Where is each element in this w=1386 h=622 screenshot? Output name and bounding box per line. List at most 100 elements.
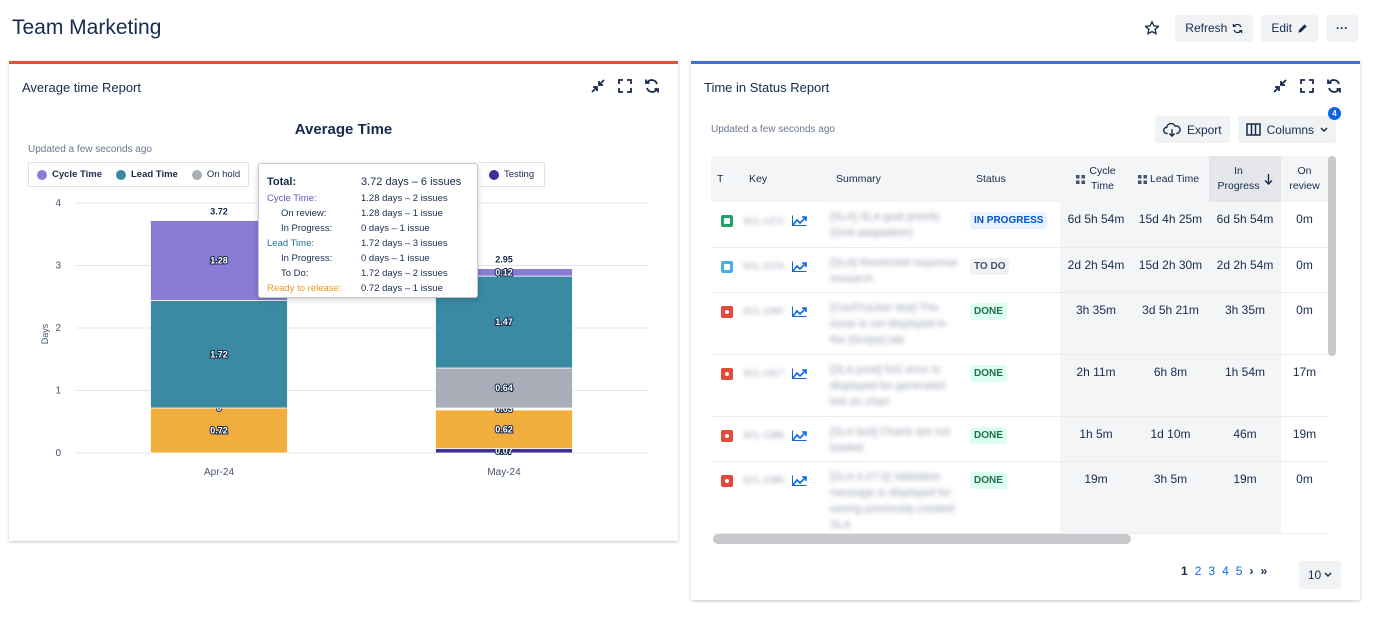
bar-total-label: 2.95 [495,255,513,265]
page-4-link[interactable]: 4 [1222,564,1229,578]
legend-item-cycle[interactable]: Cycle Time [37,169,102,180]
refresh-icon [1233,23,1243,33]
table-row[interactable]: SCL-1390 [CoolTracker test] The issue is … [711,292,1328,355]
page-5-link[interactable]: 5 [1235,564,1243,578]
summary-cell: [SLA 4.27.0] Validation message is displ… [830,461,970,534]
table-header-row: T Key Summary Status Cycle Time [711,156,1328,202]
header-lead-time[interactable]: Lead Time [1132,156,1209,202]
table-row[interactable]: SCL-1372 [SLA] SLA goal priority (Grid ad… [711,202,1328,248]
legend-label: Testing [504,169,535,180]
page-size-select[interactable]: 10 [1299,561,1341,589]
header-in-progress[interactable]: In Progress [1209,156,1281,202]
page-size-value: 10 [1307,568,1322,582]
issue-summary[interactable]: [SLA 4.27.0] Validation message is displ… [830,470,955,531]
status-cell: DONE [970,354,1060,417]
more-icon: ··· [1336,21,1348,35]
legend-item-onhold[interactable]: On hold [191,169,240,180]
issue-key-link[interactable]: SCL-1372 [743,215,784,226]
bar-segment[interactable] [150,300,288,409]
tooltip-total-label: Total: [267,175,297,188]
star-icon [1145,21,1160,35]
on-review-cell: 0m [1281,202,1328,248]
bar-segment[interactable] [150,407,288,454]
issue-summary[interactable]: [SLA] Restricted response research [830,256,958,285]
header-summary[interactable]: Summary [830,156,970,202]
legend-item-testing[interactable]: Testing [479,162,546,187]
table-row[interactable]: SCL-1389 [SLA 4.27.0] Validation message … [711,461,1328,534]
header-cycle-time[interactable]: Cycle Time [1060,156,1132,202]
chart-title: Average Time [294,121,393,138]
refresh-icon[interactable] [1326,78,1342,94]
tooltip-row-label: In Progress: [281,223,333,234]
collapse-icon[interactable] [1272,78,1288,94]
header-on-review[interactable]: On review [1281,156,1328,202]
refresh-button[interactable]: Refresh [1175,14,1254,42]
export-button[interactable]: Export [1154,116,1230,143]
type-cell [711,292,743,355]
y-tick-label: 2 [55,323,61,334]
tooltip-row: Lead Time: 1.72 days – 3 issues [267,236,469,251]
status-cell: DONE [970,461,1060,534]
edit-button[interactable]: Edit [1261,14,1318,42]
bar-segment[interactable] [435,367,573,409]
trend-chart-icon[interactable] [791,475,807,486]
issue-type-icon [721,429,733,442]
y-tick-label: 1 [55,386,61,397]
star-button[interactable] [1137,14,1167,42]
vertical-scrollbar[interactable] [1328,156,1336,356]
cycle-time-cell: 2h 11m [1060,354,1132,417]
issue-key-link[interactable]: SCL-1388 [743,430,784,440]
in-progress-cell: 6d 5h 54m [1209,202,1281,248]
page-3-link[interactable]: 3 [1208,564,1216,578]
summary-cell: [SLA] Restricted response research [830,247,970,293]
columns-button[interactable]: Columns 4 [1237,107,1341,143]
status-badge: DONE [970,302,1007,320]
panel-controls [590,78,660,94]
trend-chart-icon[interactable] [791,261,807,272]
table-toolbar: Export Columns 4 [1154,107,1341,143]
on-review-cell: 17m [1281,354,1328,417]
chart-tooltip: Total: 3.72 days – 6 issues Cycle Time: 1… [258,163,478,298]
issue-key-link[interactable]: SCL-1417 [743,368,784,378]
trend-chart-icon[interactable] [791,306,807,317]
fullscreen-icon[interactable] [617,78,633,94]
header-cycle-line1: Cycle [1089,165,1116,177]
horizontal-scrollbar[interactable] [713,534,1131,544]
page-2-link[interactable]: 2 [1194,564,1202,578]
issue-summary[interactable]: [SLA] SLA goal priority (Grid adaptation… [830,211,941,239]
header-onrev-line2: review [1289,180,1320,192]
refresh-icon[interactable] [644,78,660,94]
key-cell: SCL-1374 [743,247,830,293]
issue-summary[interactable]: [CoolTracker test] The issue is not disp… [830,301,947,346]
last-page-icon[interactable]: » [1260,564,1268,578]
header-status[interactable]: Status [970,156,1060,202]
more-button[interactable]: ··· [1326,14,1358,42]
table-row[interactable]: SCL-1374 [SLA] Restricted response resear… [711,247,1328,293]
trend-chart-icon[interactable] [791,215,807,226]
table-row[interactable]: SCL-1417 [SLA prod] 502 error is displaye… [711,354,1328,417]
issue-summary[interactable]: [SLA test] Charts are not loaded [830,425,950,454]
trend-chart-icon[interactable] [791,368,807,379]
header-key[interactable]: Key [743,156,830,202]
bar-total-label: 3.72 [210,207,228,217]
header-type[interactable]: T [711,156,743,202]
legend-item-lead[interactable]: Lead Time [116,169,178,180]
table-row[interactable]: SCL-1388 [SLA test] Charts are not loaded… [711,416,1328,462]
tooltip-row-label: In Progress: [281,253,333,264]
issue-summary[interactable]: [SLA prod] 502 error is displayed for ge… [830,363,945,408]
issue-type-icon [721,260,733,273]
table-body: SCL-1372 [SLA] SLA goal priority (Grid ad… [711,202,1328,534]
summary-cell: [SLA prod] 502 error is displayed for ge… [830,354,970,417]
issue-key-link[interactable]: SCL-1389 [743,475,784,485]
issue-key-link[interactable]: SCL-1390 [743,306,784,316]
status-badge: TO DO [970,257,1010,275]
fullscreen-icon[interactable] [1299,78,1315,94]
issue-key-link[interactable]: SCL-1374 [743,261,784,271]
page-1-link[interactable]: 1 [1181,564,1188,578]
tooltip-row: Ready to release: 0.72 days – 1 issue [267,281,469,296]
key-cell: SCL-1390 [743,292,830,355]
group-icon [1076,174,1086,184]
collapse-icon[interactable] [590,78,606,94]
trend-chart-icon[interactable] [791,430,807,441]
next-page-icon[interactable]: › [1249,564,1254,578]
